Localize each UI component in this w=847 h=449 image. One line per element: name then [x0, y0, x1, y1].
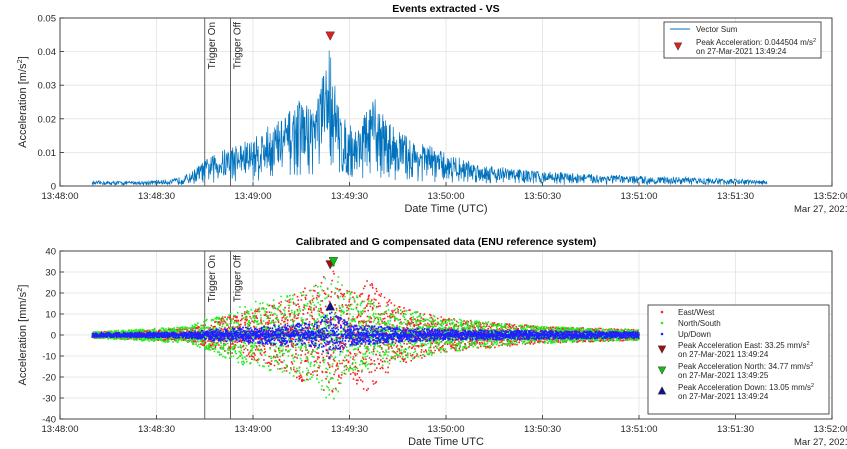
y-tick-label: 0	[51, 182, 56, 193]
legend-swatch	[660, 332, 664, 336]
legend-box	[663, 21, 822, 59]
x-tick-label: 13:49:00	[235, 424, 272, 435]
legend-label-date: on 27-Mar-2021 13:49:24	[678, 392, 769, 401]
x-tick-label: 13:51:30	[717, 424, 754, 435]
y-axis-label: Acceleration [m/s2]	[15, 56, 30, 148]
series-vector-sum	[91, 50, 768, 186]
chart-2: 13:48:00 13:48:30 13:49:00 13:49:30 13:50:00…	[15, 236, 847, 448]
legend-label: Vector Sum	[696, 25, 738, 34]
legend-marker	[657, 386, 667, 395]
legend-label: North/South	[678, 319, 721, 328]
x-axis-label: Date Time (UTC)	[404, 203, 487, 215]
trigger-label: Trigger On	[207, 22, 218, 69]
legend-label: East/West	[678, 308, 715, 317]
y-axis-label: Acceleration [mm/s2]	[15, 285, 30, 386]
trigger-label: Trigger Off	[232, 22, 243, 69]
y-tick-label: 0.03	[38, 81, 57, 92]
legend-label: Up/Down	[678, 330, 711, 339]
x-tick-label: 13:49:30	[331, 424, 368, 435]
peak-marker	[325, 31, 336, 41]
x-tick-label: 13:51:00	[621, 191, 658, 202]
y-tick-label: 0	[51, 331, 56, 342]
legend-label-date: on 27-Mar-2021 13:49:24	[678, 350, 769, 359]
axes-frame	[59, 250, 833, 420]
chart-title: Calibrated and G compensated data (ENU r…	[296, 236, 597, 248]
peak-marker	[325, 301, 336, 311]
y-tick-label: 40	[45, 247, 56, 258]
legend-swatch	[660, 321, 664, 325]
x-tick-label: 13:50:30	[524, 424, 561, 435]
trigger-label: Trigger On	[207, 255, 218, 302]
x-tick-label: 13:50:00	[428, 424, 465, 435]
legend-label: Peak Acceleration North: 34.77 mm/s2	[678, 362, 813, 371]
date-label: Mar 27, 2021	[794, 437, 847, 448]
peak-marker	[328, 257, 339, 267]
y-tick-label: -10	[42, 352, 56, 363]
date-label: Mar 27, 2021	[794, 204, 847, 215]
legend-label: Peak Acceleration East: 33.25 mm/s2	[678, 341, 810, 350]
trigger-label: Trigger Off	[232, 255, 243, 302]
legend-label-date: on 27-Mar-2021 13:49:25	[678, 371, 769, 380]
x-tick-label: 13:48:30	[138, 424, 175, 435]
x-tick-label: 13:48:30	[138, 191, 175, 202]
x-tick-label: 13:48:00	[42, 191, 79, 202]
y-tick-label: -20	[42, 373, 56, 384]
x-axis-label: Date Time UTC	[408, 436, 484, 448]
scatter-points	[91, 308, 640, 360]
legend-marker	[673, 42, 683, 51]
legend-label-date: on 27-Mar-2021 13:49:24	[696, 47, 787, 56]
legend-marker	[657, 345, 667, 354]
y-tick-label: 0.05	[38, 14, 57, 25]
y-tick-label: 10	[45, 310, 56, 321]
x-tick-label: 13:49:00	[235, 191, 272, 202]
legend-swatch	[660, 310, 664, 314]
y-tick-label: 0.02	[38, 114, 57, 125]
x-tick-label: 13:50:30	[524, 191, 561, 202]
series-up-down	[91, 308, 640, 360]
x-tick-label: 13:48:00	[42, 424, 79, 435]
y-tick-label: 20	[45, 289, 56, 300]
legend: East/West North/South Up/Down Peak Accelera…	[647, 304, 830, 415]
legend-marker	[657, 366, 667, 375]
y-tick-label: -30	[42, 394, 56, 405]
y-tick-label: 0.04	[38, 47, 57, 58]
x-tick-label: 13:50:00	[428, 191, 465, 202]
chart-1: 13:48:00 13:48:30 13:49:00 13:49:30 13:50:00…	[15, 3, 847, 215]
x-tick-label: 13:51:00	[621, 424, 658, 435]
legend-label: Peak Acceleration: 0.044504 m/s2	[696, 38, 816, 47]
chart-title: Events extracted - VS	[392, 3, 499, 15]
y-tick-label: -40	[42, 415, 56, 426]
legend-label: Peak Acceleration Down: 13.05 mm/s2	[678, 383, 814, 392]
x-tick-label: 13:49:30	[331, 191, 368, 202]
axes-frame	[59, 17, 833, 187]
x-tick-label: 13:51:30	[717, 191, 754, 202]
legend: Vector Sum Peak Acceleration: 0.044504 m/…	[663, 21, 822, 59]
x-tick-label: 13:52:00	[814, 424, 847, 435]
x-tick-label: 13:52:00	[814, 191, 847, 202]
y-tick-label: 0.01	[38, 148, 57, 159]
y-tick-label: 30	[45, 268, 56, 279]
legend-box	[647, 304, 830, 415]
